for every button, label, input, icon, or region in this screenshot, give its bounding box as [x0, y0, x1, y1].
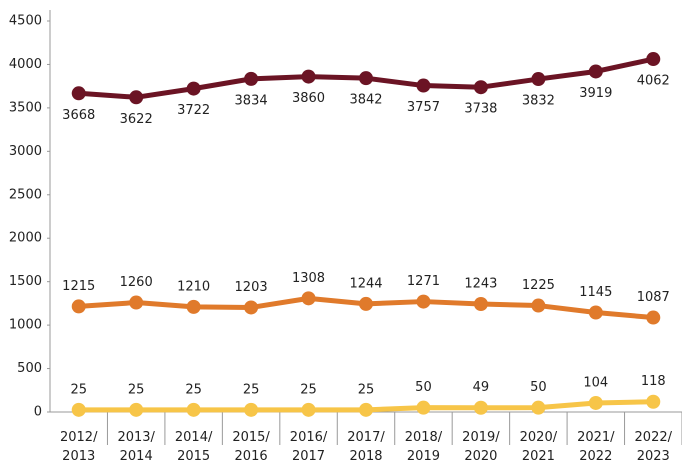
- x-tick-label: 2013/2014: [117, 430, 155, 460]
- point: [186, 299, 201, 314]
- point: [416, 400, 431, 415]
- x-tick-label: 2017/2018: [347, 430, 385, 460]
- data-label: 25: [358, 382, 375, 397]
- point: [186, 402, 201, 417]
- point: [359, 71, 373, 86]
- y-tick-label: 3000: [9, 144, 42, 159]
- data-label: 1244: [349, 276, 382, 291]
- data-label: 3622: [120, 112, 153, 127]
- data-label: 1087: [637, 290, 670, 305]
- point: [301, 69, 316, 84]
- point: [588, 305, 603, 320]
- data-label: 3842: [349, 93, 382, 108]
- y-tick-label: 4500: [9, 14, 42, 29]
- y-tick-label: 3500: [9, 100, 42, 115]
- data-label: 1243: [464, 276, 497, 291]
- point: [588, 64, 603, 79]
- point: [416, 294, 431, 309]
- x-tick-label: 2021/2022: [577, 430, 615, 460]
- data-label: 3738: [464, 102, 497, 117]
- point: [129, 295, 144, 310]
- x-tick-label: 2022/2023: [635, 430, 673, 460]
- data-label: 1203: [235, 280, 268, 295]
- point: [588, 395, 603, 410]
- point: [473, 80, 488, 95]
- point: [473, 400, 488, 415]
- point: [129, 402, 144, 417]
- data-label: 3834: [235, 93, 268, 108]
- data-label: 25: [128, 382, 145, 397]
- point: [186, 81, 201, 96]
- point: [244, 300, 259, 315]
- x-tick-label: 2015/2016: [232, 430, 270, 460]
- x-tick-label: 2019/2020: [462, 430, 500, 460]
- data-label: 1145: [579, 285, 612, 300]
- point: [531, 400, 546, 415]
- data-label: 3860: [292, 91, 325, 106]
- data-label: 118: [641, 374, 666, 389]
- data-label: 1308: [292, 271, 325, 286]
- point: [71, 402, 86, 417]
- y-tick-label: 1000: [9, 318, 42, 333]
- point: [359, 402, 373, 417]
- data-label: 50: [415, 380, 432, 395]
- point: [416, 78, 431, 93]
- x-tick-label: 2014/2015: [175, 430, 213, 460]
- point: [531, 72, 546, 87]
- y-tick-label: 500: [17, 361, 42, 376]
- point: [473, 296, 488, 311]
- point: [129, 90, 144, 105]
- data-label: 1210: [177, 279, 210, 294]
- data-label: 4062: [637, 74, 670, 89]
- x-tick-label: 2012/2013: [60, 430, 98, 460]
- y-tick-label: 1500: [9, 274, 42, 289]
- data-label: 3668: [62, 108, 95, 123]
- data-label: 25: [185, 382, 202, 397]
- data-label: 49: [473, 380, 490, 395]
- data-label: 1215: [62, 279, 95, 294]
- point: [646, 52, 661, 67]
- point: [646, 310, 661, 325]
- point: [244, 71, 259, 86]
- data-label: 1225: [522, 278, 555, 293]
- point: [301, 402, 316, 417]
- data-label: 3832: [522, 94, 555, 109]
- x-tick-label: 2016/2017: [290, 430, 328, 460]
- data-label: 25: [300, 382, 317, 397]
- point: [71, 299, 86, 314]
- point: [71, 86, 86, 101]
- y-tick-label: 0: [34, 405, 42, 420]
- point: [244, 402, 259, 417]
- data-label: 50: [530, 380, 547, 395]
- data-label: 25: [243, 382, 260, 397]
- data-label: 1271: [407, 274, 440, 289]
- x-tick-label: 2018/2019: [405, 430, 443, 460]
- y-tick-label: 2500: [9, 187, 42, 202]
- y-tick-label: 2000: [9, 231, 42, 246]
- point: [646, 394, 661, 409]
- point: [359, 296, 373, 311]
- data-label: 3919: [579, 86, 612, 101]
- data-label: 3757: [407, 100, 440, 115]
- y-tick-label: 4000: [9, 57, 42, 72]
- point: [531, 298, 546, 313]
- data-label: 104: [583, 375, 608, 390]
- data-label: 25: [70, 382, 87, 397]
- data-label: 3722: [177, 103, 210, 118]
- x-tick-label: 2020/2021: [520, 430, 558, 460]
- data-label: 1260: [120, 275, 153, 290]
- point: [301, 291, 316, 306]
